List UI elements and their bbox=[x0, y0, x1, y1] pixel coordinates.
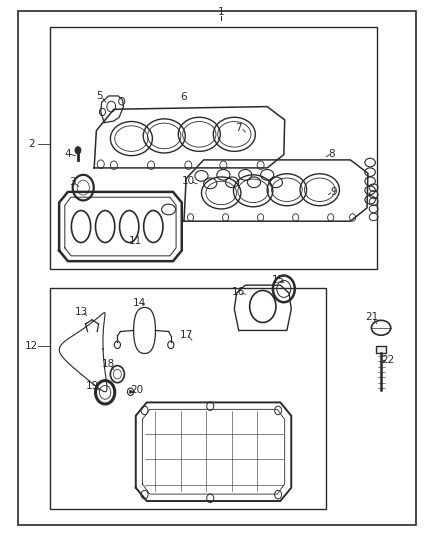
Text: 17: 17 bbox=[180, 330, 193, 340]
Circle shape bbox=[75, 147, 81, 154]
Bar bbox=[50, 27, 377, 269]
Bar bbox=[376, 346, 386, 353]
Text: 20: 20 bbox=[130, 385, 143, 395]
Circle shape bbox=[129, 390, 132, 393]
Text: 4: 4 bbox=[64, 149, 71, 158]
Text: 9: 9 bbox=[330, 187, 337, 197]
Text: 21: 21 bbox=[365, 312, 378, 322]
Text: 19: 19 bbox=[86, 381, 99, 391]
Text: 5: 5 bbox=[96, 91, 103, 101]
Text: 2: 2 bbox=[28, 139, 35, 149]
Text: 18: 18 bbox=[102, 359, 115, 368]
Text: 3: 3 bbox=[69, 177, 76, 187]
Text: 6: 6 bbox=[180, 92, 187, 102]
Text: 12: 12 bbox=[25, 342, 38, 351]
Text: 10: 10 bbox=[182, 176, 195, 186]
Bar bbox=[50, 288, 326, 509]
Text: 13: 13 bbox=[74, 307, 88, 317]
Text: 22: 22 bbox=[381, 355, 395, 365]
Text: 7: 7 bbox=[235, 123, 242, 133]
Text: 15: 15 bbox=[272, 275, 285, 285]
Text: 11: 11 bbox=[129, 236, 142, 246]
Text: 8: 8 bbox=[328, 149, 336, 158]
Text: 1: 1 bbox=[218, 7, 225, 17]
Text: 16: 16 bbox=[232, 287, 245, 297]
Text: 14: 14 bbox=[133, 298, 146, 308]
